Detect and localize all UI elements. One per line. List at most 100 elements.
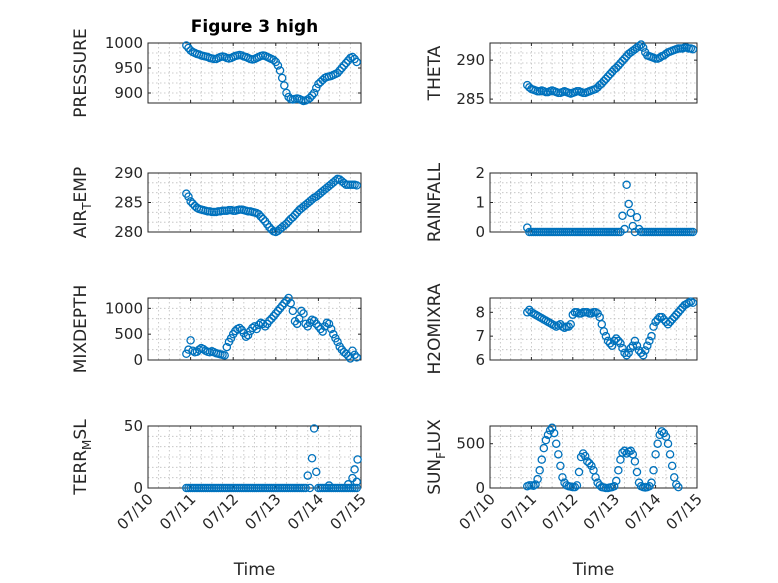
data-point [531, 480, 540, 489]
axes-frame [489, 425, 698, 489]
data-point [316, 324, 325, 334]
data-point [254, 210, 264, 219]
data-point [305, 483, 315, 493]
data-point [558, 473, 567, 482]
data-point [547, 423, 557, 433]
y-tick-label: 280 [114, 223, 143, 241]
data-point [275, 66, 285, 75]
y-tick-label: 0 [475, 223, 485, 241]
data-point [618, 56, 627, 66]
data-point [667, 315, 677, 324]
data-point [329, 329, 338, 339]
data-point [614, 466, 623, 475]
data-point [523, 308, 532, 317]
data-point [603, 72, 613, 81]
data-point [612, 476, 621, 486]
data-point [564, 322, 573, 331]
data-point [282, 88, 291, 98]
data-point [186, 46, 195, 55]
data-point [186, 197, 195, 206]
y-tick-label: 500 [456, 435, 485, 453]
data-point [601, 74, 611, 84]
data-point [641, 346, 650, 355]
data-point [665, 450, 675, 459]
data-point [292, 319, 302, 329]
data-point [643, 341, 652, 350]
data-point [341, 58, 351, 68]
data-point [674, 482, 683, 492]
subplot-5: 0 500 1000 MIXDEPTH [71, 285, 362, 373]
data-point [647, 331, 656, 341]
data-point [282, 296, 291, 305]
axes-frame [147, 297, 362, 361]
data-point [286, 298, 295, 308]
y-axis-label-part: TERR [71, 450, 91, 496]
data-point [599, 76, 609, 86]
data-point [655, 53, 664, 63]
data-point [352, 477, 361, 487]
data-point [339, 61, 349, 70]
data-point [273, 306, 283, 316]
x-tick-label: 07/14 [284, 490, 327, 533]
data-point [620, 348, 629, 358]
data-point [265, 316, 274, 325]
data-point [539, 443, 549, 453]
data-point [632, 341, 642, 350]
data-point [301, 483, 310, 493]
data-point [271, 309, 281, 318]
data-point [343, 351, 353, 361]
data-point [280, 298, 289, 308]
y-tick-label: 285 [114, 194, 143, 212]
data-point [657, 427, 667, 436]
data-point [663, 439, 673, 448]
data-point [669, 312, 679, 322]
data-point [612, 334, 621, 343]
data-point [647, 478, 656, 487]
data-point [649, 322, 658, 331]
data-point [297, 306, 306, 316]
data-point [688, 227, 698, 237]
y-tick-label: 500 [114, 325, 143, 343]
data-point [624, 199, 633, 209]
data-point [353, 455, 362, 464]
data-point [618, 448, 627, 457]
axes-frame [489, 42, 698, 104]
data-point [585, 458, 594, 468]
y-tick-label: 1 [475, 194, 485, 212]
subplot-8: 0500SUNFLUX07/1007/1107/1207/1307/1407/1… [425, 419, 706, 580]
data-point [331, 176, 340, 185]
data-point [333, 68, 342, 78]
x-tick-label: 07/12 [538, 490, 581, 533]
data-point [676, 305, 685, 315]
data-point [630, 457, 640, 466]
data-point [607, 341, 617, 350]
data-point [348, 52, 357, 62]
data-point [299, 309, 308, 318]
data-point [688, 298, 698, 308]
y-tick-label: 1000 [105, 299, 143, 317]
data-point [309, 88, 319, 98]
data-point [324, 481, 334, 490]
data-point [352, 353, 361, 362]
data-point [634, 41, 644, 51]
data-point [537, 455, 547, 464]
data-point [275, 304, 285, 313]
data-point [258, 214, 268, 224]
y-axis-label-part: SL [71, 419, 91, 440]
data-point [535, 466, 544, 475]
data-point [657, 312, 667, 322]
data-point [638, 43, 648, 52]
data-point [269, 311, 278, 321]
data-point [307, 453, 317, 463]
data-point [554, 450, 563, 459]
data-point [663, 319, 673, 329]
y-tick-label: 0 [475, 479, 485, 497]
data-point [529, 481, 538, 491]
data-point [326, 324, 336, 334]
data-point [267, 314, 276, 323]
y-tick-label: 0 [133, 479, 143, 497]
y-tick-label: 50 [124, 417, 143, 435]
data-point [307, 91, 317, 100]
data-point [312, 467, 321, 477]
y-axis-label-part: AIR [71, 210, 91, 239]
